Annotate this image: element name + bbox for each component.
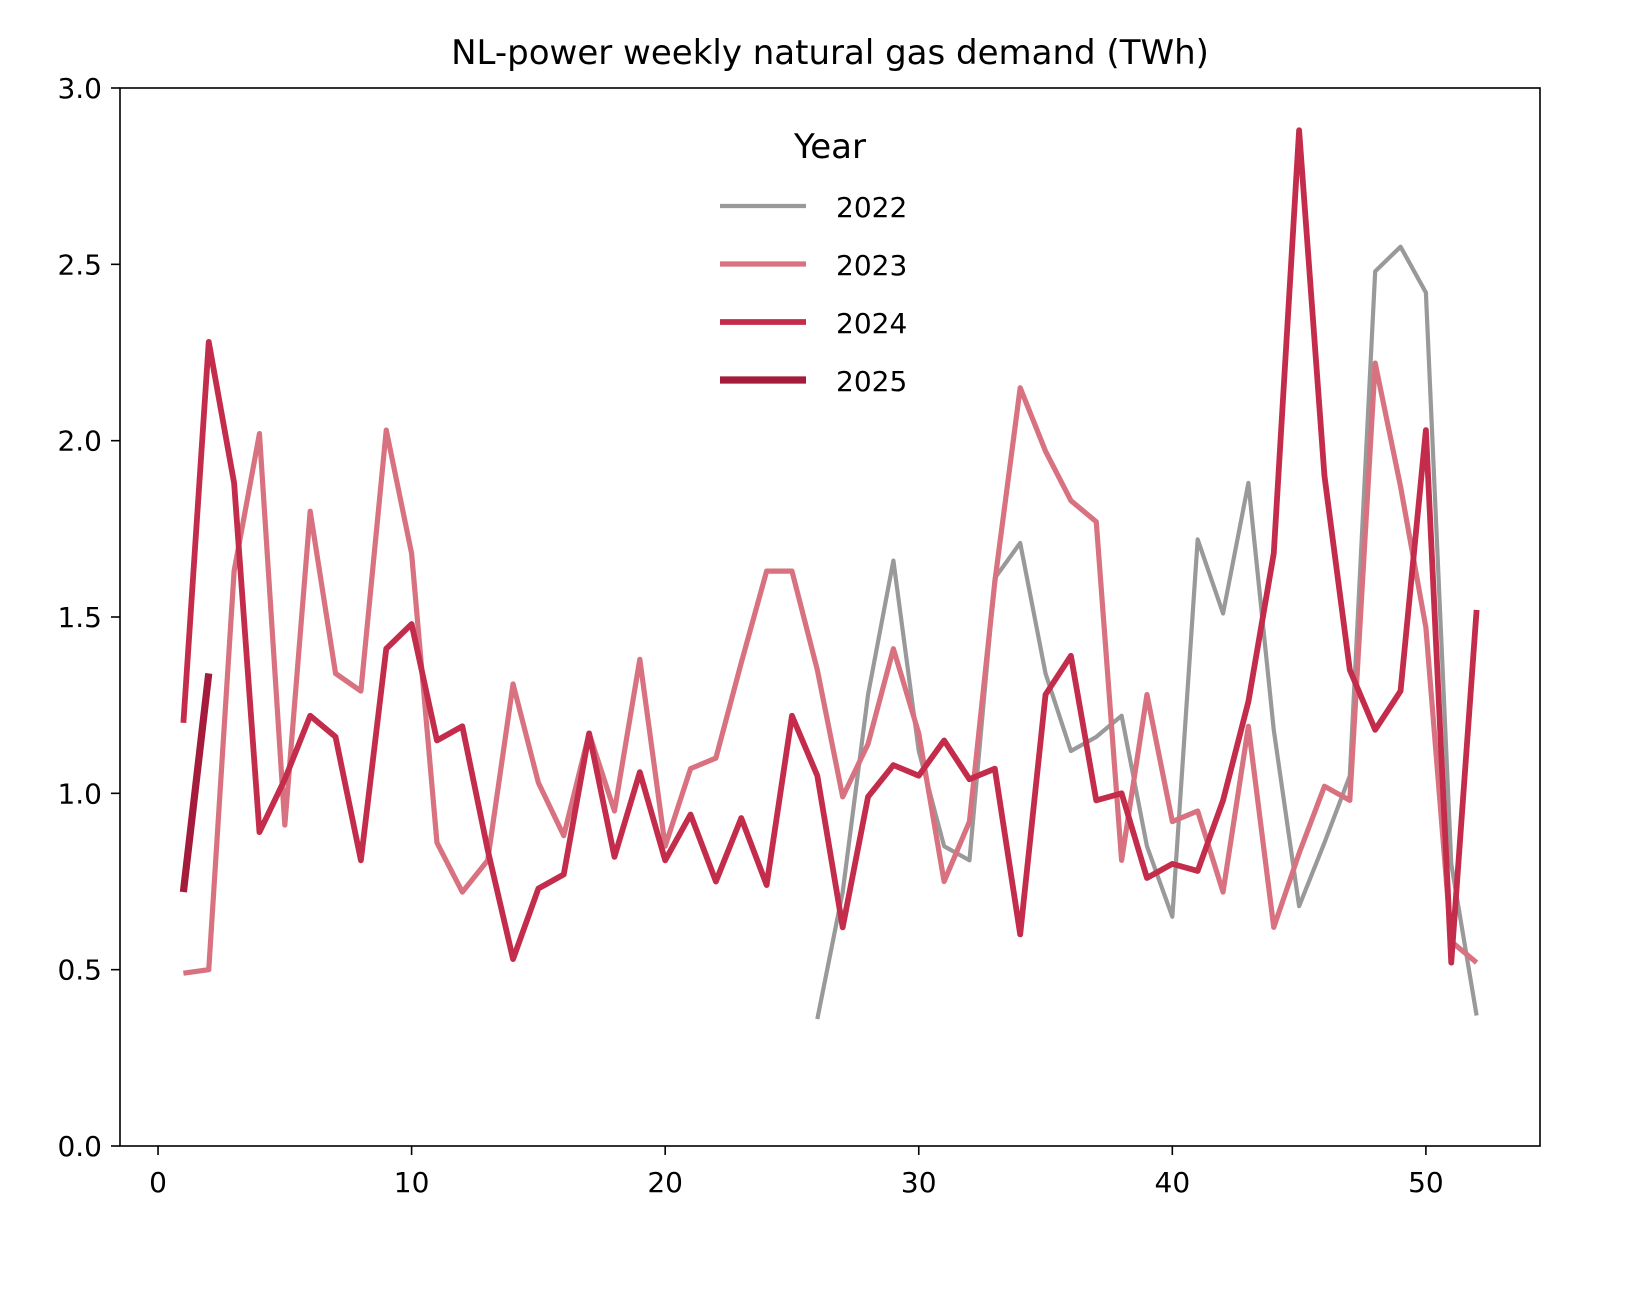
legend-label-2025: 2025 (836, 365, 907, 398)
y-tick-label: 1.5 (57, 601, 102, 634)
x-axis: 0 10 20 30 40 50 (149, 1146, 1444, 1199)
legend-items: 2022 2023 2024 2025 (720, 191, 907, 398)
legend-label-2023: 2023 (836, 249, 907, 282)
x-tick-label: 10 (394, 1166, 430, 1199)
y-axis: 0.0 0.5 1.0 1.5 2.0 2.5 3.0 (57, 72, 120, 1163)
x-tick-label: 20 (647, 1166, 683, 1199)
y-tick-label: 1.0 (57, 777, 102, 810)
legend-label-2024: 2024 (836, 307, 907, 340)
legend-label-2022: 2022 (836, 191, 907, 224)
series-line-2024 (180, 127, 1480, 966)
y-tick-label: 3.0 (57, 72, 102, 105)
chart-title: NL-power weekly natural gas demand (TWh) (451, 33, 1209, 73)
y-tick-label: 2.0 (57, 425, 102, 458)
legend-title: Year (793, 127, 866, 167)
x-tick-label: 50 (1408, 1166, 1444, 1199)
x-tick-label: 0 (149, 1166, 167, 1199)
series-layer (179, 127, 1480, 1020)
x-tick-label: 40 (1155, 1166, 1191, 1199)
x-tick-label: 30 (901, 1166, 937, 1199)
y-tick-label: 2.5 (57, 248, 102, 281)
legend: Year 2022 2023 2024 2025 (720, 127, 907, 398)
y-tick-label: 0.0 (57, 1130, 102, 1163)
series-line-2023 (183, 360, 1479, 976)
y-tick-label: 0.5 (57, 954, 102, 987)
series-line-2025 (179, 673, 213, 893)
